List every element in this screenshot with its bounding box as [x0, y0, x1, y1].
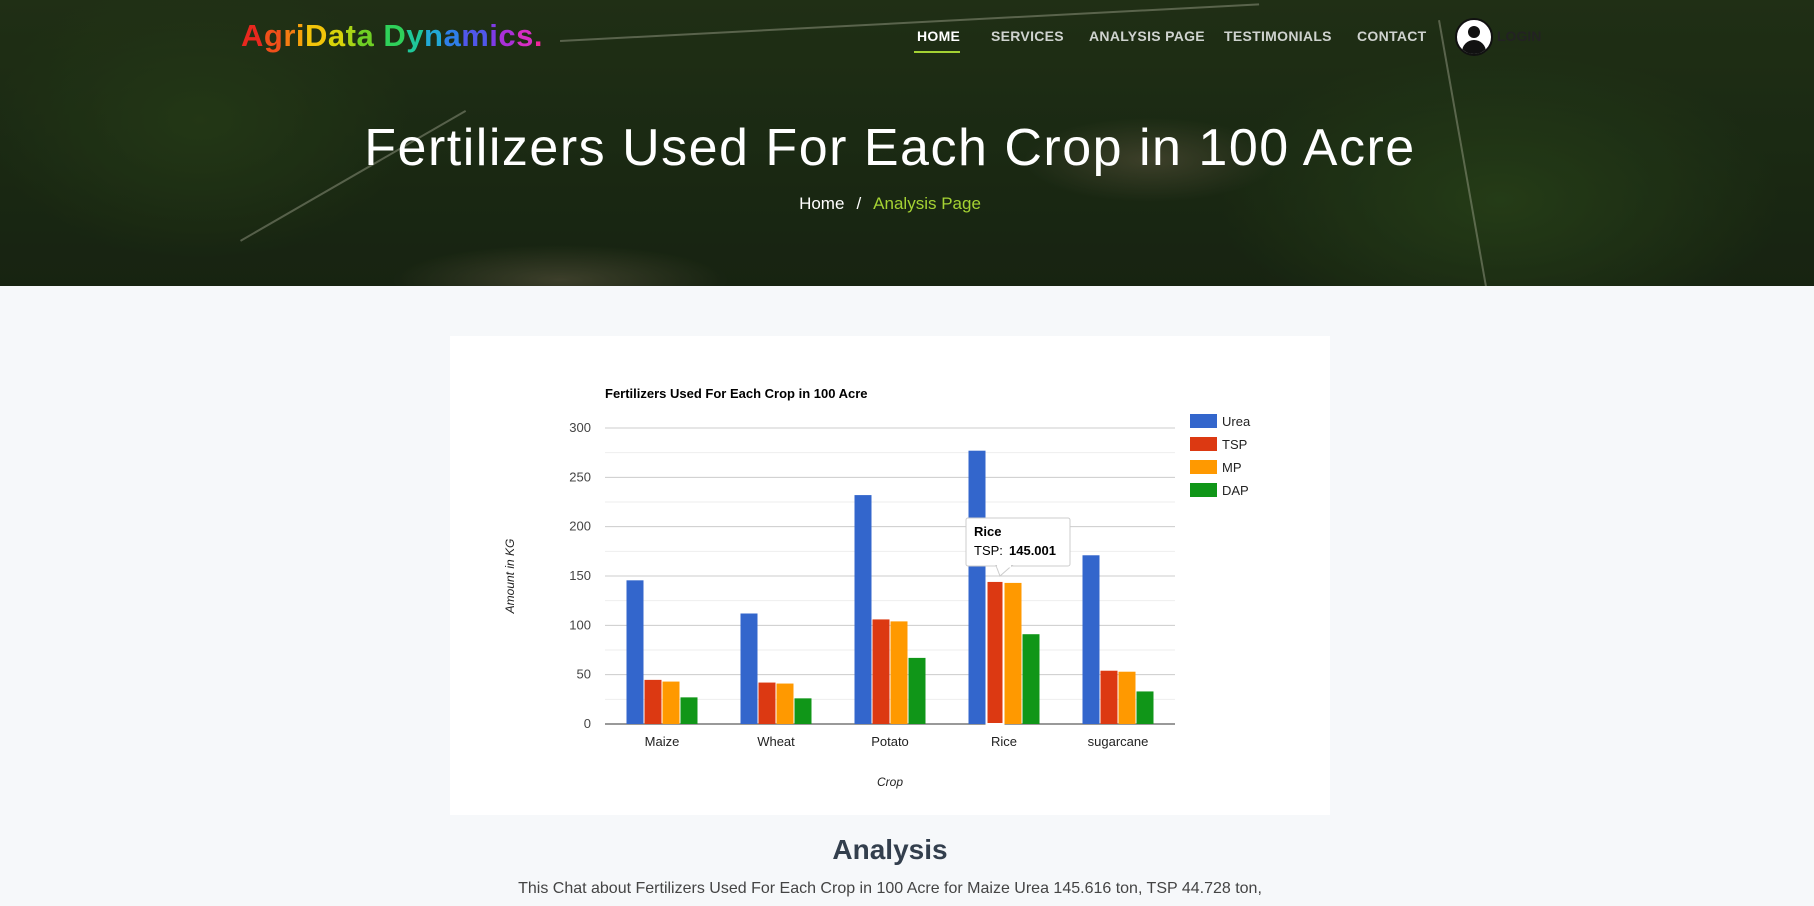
bar-urea-sugarcane: [1082, 555, 1100, 724]
logo-letter: c: [498, 18, 517, 53]
user-circle-icon[interactable]: [1455, 18, 1493, 56]
tooltip-box: [965, 517, 1071, 567]
x-axis-label: Crop: [877, 775, 903, 789]
logo-letter: y: [406, 18, 425, 53]
bar-tsp-maize: [644, 679, 662, 724]
analysis-paragraph: This Chat about Fertilizers Used For Eac…: [518, 880, 1262, 897]
legend-label: MP: [1222, 460, 1242, 475]
chart-title: Fertilizers Used For Each Crop in 100 Ac…: [605, 386, 868, 401]
logo-letter: a: [327, 18, 346, 53]
bar-dap-rice: [1022, 634, 1040, 724]
x-tick-label: Potato: [871, 734, 909, 749]
legend-label: Urea: [1222, 414, 1251, 429]
bar-urea-maize: [626, 580, 644, 724]
hero-banner: AgriData Dynamics. HOME SERVICES ANALYSI…: [0, 0, 1814, 286]
bar-dap-sugarcane: [1136, 691, 1154, 724]
logo-letter: t: [345, 18, 357, 53]
login-link[interactable]: LOGIN: [1497, 28, 1542, 44]
y-tick-label: 100: [569, 617, 591, 632]
logo-letter: i: [489, 18, 499, 53]
bar-mp-potato: [890, 621, 908, 724]
tooltip-series-label: TSP:: [974, 543, 1003, 558]
bar-mp-rice: [1004, 582, 1022, 724]
y-tick-label: 300: [569, 420, 591, 435]
user-body-shape: [1462, 40, 1486, 54]
tooltip-category: Rice: [974, 524, 1001, 539]
y-tick-label: 150: [569, 568, 591, 583]
logo-letter: m: [461, 18, 490, 53]
logo-letter: a: [443, 18, 462, 53]
legend-swatch-urea: [1190, 414, 1217, 428]
bar-mp-sugarcane: [1118, 671, 1136, 724]
x-tick-label: sugarcane: [1088, 734, 1149, 749]
top-nav: HOME SERVICES ANALYSIS PAGE TESTIMONIALS…: [0, 28, 1814, 58]
chart-card: Fertilizers Used For Each Crop in 100 Ac…: [450, 336, 1330, 815]
y-tick-label: 250: [569, 469, 591, 484]
nav-active-indicator: [914, 51, 960, 53]
logo-letter: r: [283, 18, 296, 53]
logo-letter: s: [516, 18, 534, 53]
nav-home[interactable]: HOME: [917, 28, 961, 44]
logo-letter: D: [305, 18, 328, 53]
tooltip-pointer-mask: [997, 564, 1011, 568]
nav-services[interactable]: SERVICES: [991, 28, 1064, 44]
logo-letter: g: [263, 18, 284, 53]
y-tick-label: 50: [577, 667, 591, 682]
legend-swatch-dap: [1190, 483, 1217, 497]
bar-mp-maize: [662, 681, 680, 724]
x-tick-label: Maize: [645, 734, 680, 749]
legend-swatch-tsp: [1190, 437, 1217, 451]
brand-logo[interactable]: AgriData Dynamics.: [241, 18, 543, 54]
fertilizer-bar-chart[interactable]: Fertilizers Used For Each Crop in 100 Ac…: [450, 336, 1330, 815]
bar-urea-rice: [968, 450, 986, 724]
y-axis-label: Amount in KG: [503, 539, 517, 615]
bar-dap-maize: [680, 697, 698, 724]
logo-letter: .: [533, 18, 544, 53]
bar-tsp-potato: [872, 619, 890, 724]
logo-letter: a: [356, 18, 375, 53]
analysis-heading: Analysis: [832, 834, 948, 865]
tooltip-value: 145.001: [1009, 543, 1056, 558]
bar-mp-wheat: [776, 683, 794, 724]
nav-testimonials[interactable]: TESTIMONIALS: [1224, 28, 1332, 44]
bar-dap-potato: [908, 657, 926, 724]
user-head-shape: [1468, 26, 1480, 38]
legend-label: TSP: [1222, 437, 1247, 452]
nav-contact[interactable]: CONTACT: [1357, 28, 1427, 44]
bar-urea-wheat: [740, 613, 758, 724]
bar-tsp-rice: [985, 579, 1005, 725]
breadcrumb: Home / Analysis Page: [0, 194, 1780, 214]
hero-overlay: [0, 0, 1814, 286]
x-tick-label: Rice: [991, 734, 1017, 749]
logo-letter: A: [241, 18, 264, 53]
y-tick-label: 0: [584, 716, 591, 731]
page-title: Fertilizers Used For Each Crop in 100 Ac…: [364, 119, 1416, 177]
bar-dap-wheat: [794, 698, 812, 724]
x-tick-label: Wheat: [757, 734, 795, 749]
logo-letter: n: [424, 18, 444, 53]
legend-label: DAP: [1222, 483, 1249, 498]
logo-letter: D: [383, 18, 407, 53]
logo-letter: i: [295, 18, 306, 53]
bar-tsp-wheat: [758, 682, 776, 724]
breadcrumb-separator: /: [856, 194, 862, 213]
bar-urea-potato: [854, 495, 872, 724]
y-tick-label: 200: [569, 519, 591, 534]
breadcrumb-current: Analysis Page: [873, 194, 981, 213]
nav-analysis-page[interactable]: ANALYSIS PAGE: [1089, 28, 1205, 44]
bar-tsp-sugarcane: [1100, 670, 1118, 724]
breadcrumb-home[interactable]: Home: [799, 194, 845, 213]
legend-swatch-mp: [1190, 460, 1217, 474]
